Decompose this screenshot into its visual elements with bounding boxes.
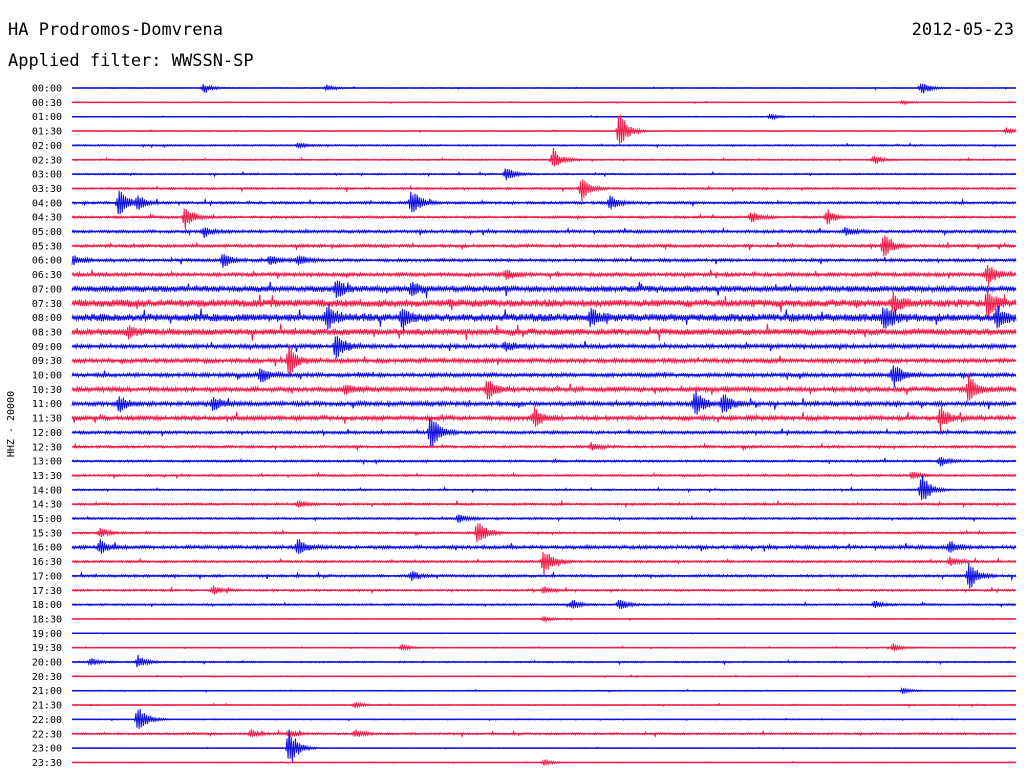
time-label: 07:30 xyxy=(32,299,62,310)
trace-line xyxy=(71,323,1017,341)
trace-line xyxy=(71,405,1017,432)
time-label: 21:30 xyxy=(32,701,62,712)
trace-line xyxy=(71,390,1017,415)
time-label: 09:30 xyxy=(32,356,62,367)
time-label: 05:00 xyxy=(32,227,62,238)
y-axis-label: HHZ - 20000 xyxy=(6,391,17,457)
time-label: 21:00 xyxy=(32,686,62,697)
trace-line xyxy=(71,179,1017,201)
time-label: 12:00 xyxy=(32,428,62,439)
time-label: 15:00 xyxy=(32,514,62,525)
trace-line xyxy=(71,365,1017,388)
date-label: 2012-05-23 xyxy=(911,20,1014,40)
trace-line xyxy=(71,254,1017,268)
time-label: 11:30 xyxy=(32,414,62,425)
trace-line xyxy=(71,303,1017,332)
time-label: 22:00 xyxy=(32,715,62,726)
time-label: 01:30 xyxy=(32,127,62,138)
trace-line xyxy=(71,344,1017,377)
time-label: 03:30 xyxy=(32,184,62,195)
trace-line xyxy=(71,335,1017,359)
time-label: 07:00 xyxy=(32,284,62,295)
time-label: 05:30 xyxy=(32,241,62,252)
time-label: 03:00 xyxy=(32,170,62,181)
station-title: HA Prodromos-Domvrena xyxy=(8,20,223,40)
time-label: 11:00 xyxy=(32,399,62,410)
time-label: 14:30 xyxy=(32,500,62,511)
time-label: 17:30 xyxy=(32,586,62,597)
filter-label: Applied filter: WWSSN-SP xyxy=(8,51,254,71)
time-label: 02:00 xyxy=(32,141,62,152)
trace-line xyxy=(71,373,1017,402)
time-label: 18:00 xyxy=(32,600,62,611)
time-label: 08:00 xyxy=(32,313,62,324)
time-label: 00:00 xyxy=(32,84,62,95)
time-label: 23:00 xyxy=(32,744,62,755)
time-label: 04:00 xyxy=(32,198,62,209)
time-label: 00:30 xyxy=(32,98,62,109)
trace-line xyxy=(71,114,1017,146)
trace-line xyxy=(71,287,1017,319)
time-label: 13:00 xyxy=(32,457,62,468)
trace-line xyxy=(71,208,1017,230)
time-label: 17:00 xyxy=(32,571,62,582)
time-label: 14:00 xyxy=(32,485,62,496)
time-label: 09:00 xyxy=(32,342,62,353)
trace-line xyxy=(71,417,1017,448)
time-label: 23:30 xyxy=(32,758,62,769)
time-label: 15:30 xyxy=(32,528,62,539)
time-label: 22:30 xyxy=(32,729,62,740)
trace-line xyxy=(71,551,1017,576)
trace-line xyxy=(71,280,1017,299)
time-label: 10:30 xyxy=(32,385,62,396)
time-label: 20:00 xyxy=(32,658,62,669)
time-label: 01:00 xyxy=(32,112,62,123)
trace-line xyxy=(71,474,1017,501)
time-label: 12:30 xyxy=(32,442,62,453)
time-label: 04:30 xyxy=(32,213,62,224)
trace-line xyxy=(71,226,1017,238)
time-label: 02:30 xyxy=(32,155,62,166)
time-label: 16:30 xyxy=(32,557,62,568)
time-label: 13:30 xyxy=(32,471,62,482)
time-label: 06:30 xyxy=(32,270,62,281)
time-label: 16:00 xyxy=(32,543,62,554)
trace-line xyxy=(71,654,1017,668)
time-label: 08:30 xyxy=(32,327,62,338)
time-label: 18:30 xyxy=(32,614,62,625)
time-label: 19:00 xyxy=(32,629,62,640)
time-label: 06:00 xyxy=(32,256,62,267)
trace-line xyxy=(71,264,1017,286)
time-label: 10:00 xyxy=(32,371,62,382)
time-label: 19:30 xyxy=(32,643,62,654)
trace-line xyxy=(71,147,1017,167)
time-label: 20:30 xyxy=(32,672,62,683)
